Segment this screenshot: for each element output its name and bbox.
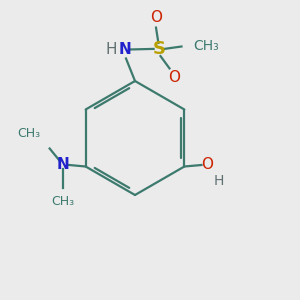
- Text: O: O: [168, 70, 180, 86]
- Text: CH₃: CH₃: [52, 195, 75, 208]
- Text: N: N: [57, 158, 70, 172]
- Text: H: H: [214, 175, 224, 188]
- Text: S: S: [152, 40, 166, 58]
- Text: CH₃: CH₃: [194, 40, 219, 53]
- Text: H: H: [105, 42, 117, 57]
- Text: CH₃: CH₃: [17, 128, 41, 140]
- Text: O: O: [201, 158, 213, 172]
- Text: N: N: [118, 42, 131, 57]
- Text: O: O: [150, 10, 162, 25]
